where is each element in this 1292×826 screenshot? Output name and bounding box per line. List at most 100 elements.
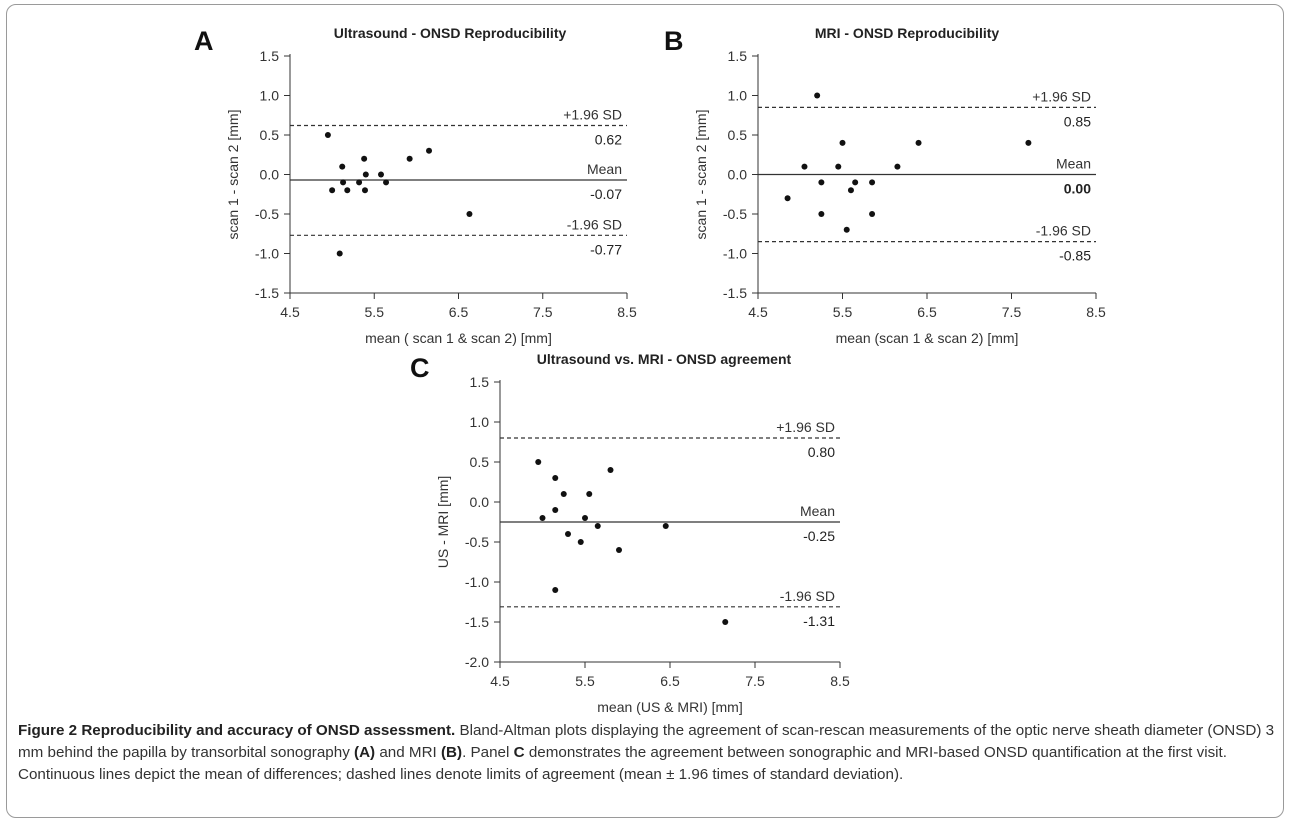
y-tick-label-c: 0.0 xyxy=(470,494,490,510)
data-point-c xyxy=(552,507,558,513)
data-point-b xyxy=(844,227,850,233)
mean-name-label-b: Mean xyxy=(1056,156,1091,172)
data-point-c xyxy=(535,459,541,465)
y-tick-label-a: -1.0 xyxy=(255,246,279,262)
data-point-b xyxy=(894,164,900,170)
mean-name-label-c: Mean xyxy=(800,503,835,519)
x-tick-label-b: 4.5 xyxy=(748,304,768,320)
caption-figure-label: Figure 2 xyxy=(18,722,77,739)
data-point-b xyxy=(916,140,922,146)
lower-loa-name-label-b: -1.96 SD xyxy=(1036,223,1091,239)
lower-loa-value-label-b: -0.85 xyxy=(1059,248,1091,264)
data-point-b xyxy=(869,211,875,217)
data-point-b xyxy=(1025,140,1031,146)
data-point-a xyxy=(340,179,346,185)
y-tick-label-c: -1.5 xyxy=(465,614,489,630)
lower-loa-name-label-c: -1.96 SD xyxy=(780,588,835,604)
y-tick-label-b: -1.0 xyxy=(723,246,747,262)
mean-value-label-c: -0.25 xyxy=(803,528,835,544)
x-axis-label-c: mean (US & MRI) [mm] xyxy=(597,699,742,715)
x-tick-label-b: 5.5 xyxy=(833,304,853,320)
data-point-b xyxy=(840,140,846,146)
x-tick-label-a: 8.5 xyxy=(617,304,637,320)
lower-loa-name-label-a: -1.96 SD xyxy=(567,216,622,232)
data-point-b xyxy=(852,179,858,185)
mean-name-label-a: Mean xyxy=(587,161,622,177)
caption-title: Reproducibility and accuracy of ONSD ass… xyxy=(81,722,455,739)
data-point-a xyxy=(407,156,413,162)
data-point-c xyxy=(616,547,622,553)
data-point-a xyxy=(329,187,335,193)
y-tick-label-a: -0.5 xyxy=(255,206,279,222)
data-point-b xyxy=(869,179,875,185)
y-tick-label-b: 1.0 xyxy=(728,88,748,104)
upper-loa-value-label-c: 0.80 xyxy=(808,444,835,460)
x-axis-label-b: mean (scan 1 & scan 2) [mm] xyxy=(836,330,1019,346)
x-axis-label-a: mean ( scan 1 & scan 2) [mm] xyxy=(365,330,552,346)
y-tick-label-b: 1.5 xyxy=(728,48,748,64)
chart-title-c: Ultrasound vs. MRI - ONSD agreement xyxy=(537,351,792,367)
x-tick-label-c: 4.5 xyxy=(490,673,510,689)
chart-title-a: Ultrasound - ONSD Reproducibility xyxy=(334,25,567,41)
data-point-b xyxy=(818,211,824,217)
x-tick-label-b: 7.5 xyxy=(1002,304,1022,320)
x-tick-label-c: 5.5 xyxy=(575,673,595,689)
data-point-c xyxy=(582,515,588,521)
panel-label-c: C xyxy=(410,353,430,383)
lower-loa-value-label-c: -1.31 xyxy=(803,613,835,629)
data-point-c xyxy=(561,491,567,497)
x-tick-label-c: 8.5 xyxy=(830,673,850,689)
mean-value-label-b: 0.00 xyxy=(1064,181,1091,197)
data-point-b xyxy=(818,179,824,185)
figure-charts: A Ultrasound - ONSD Reproducibility 1.5 1.0… xyxy=(0,0,1292,716)
data-point-a xyxy=(362,187,368,193)
y-tick-label-c: 0.5 xyxy=(470,454,490,470)
y-tick-label-b: 0.5 xyxy=(728,127,748,143)
data-point-c xyxy=(565,531,571,537)
caption-text-3: . Panel xyxy=(462,744,509,761)
y-tick-label-c: 1.5 xyxy=(470,374,490,390)
upper-loa-name-label-a: +1.96 SD xyxy=(563,107,622,123)
panel-label-b: B xyxy=(664,26,684,56)
data-point-a xyxy=(426,148,432,154)
caption-ref-b: (B) xyxy=(441,744,462,761)
upper-loa-value-label-b: 0.85 xyxy=(1064,113,1091,129)
mean-value-label-a: -0.07 xyxy=(590,186,622,202)
data-point-b xyxy=(785,195,791,201)
y-tick-label-c: -1.0 xyxy=(465,574,489,590)
data-point-a xyxy=(378,172,384,178)
lower-loa-value-label-a: -0.77 xyxy=(590,241,622,257)
data-point-a xyxy=(383,179,389,185)
y-tick-label-a: -1.5 xyxy=(255,285,279,301)
y-tick-label-a: 1.5 xyxy=(260,48,280,64)
x-tick-label-a: 7.5 xyxy=(533,304,553,320)
data-point-a xyxy=(356,179,362,185)
x-tick-label-b: 6.5 xyxy=(917,304,937,320)
data-point-c xyxy=(608,467,614,473)
data-point-b xyxy=(801,164,807,170)
data-point-b xyxy=(835,164,841,170)
panel-label-a: A xyxy=(194,26,214,56)
data-point-a xyxy=(466,211,472,217)
data-point-c xyxy=(552,475,558,481)
y-tick-label-b: -1.5 xyxy=(723,285,747,301)
caption-text-2: and MRI xyxy=(379,744,436,761)
data-point-c xyxy=(722,619,728,625)
x-tick-label-c: 7.5 xyxy=(745,673,765,689)
data-point-c xyxy=(578,539,584,545)
upper-loa-name-label-c: +1.96 SD xyxy=(776,419,835,435)
x-tick-label-b: 8.5 xyxy=(1086,304,1106,320)
data-point-a xyxy=(344,187,350,193)
data-point-a xyxy=(337,251,343,257)
y-tick-label-b: -0.5 xyxy=(723,206,747,222)
data-point-a xyxy=(363,172,369,178)
x-tick-label-a: 6.5 xyxy=(449,304,469,320)
x-tick-label-a: 4.5 xyxy=(280,304,300,320)
y-tick-label-a: 1.0 xyxy=(260,88,280,104)
y-tick-label-c: -2.0 xyxy=(465,654,489,670)
caption-ref-a: (A) xyxy=(354,744,375,761)
y-tick-label-c: -0.5 xyxy=(465,534,489,550)
y-tick-label-b: 0.0 xyxy=(728,167,748,183)
figure-caption: Figure 2 Reproducibility and accuracy of… xyxy=(18,720,1278,786)
data-point-a xyxy=(339,164,345,170)
